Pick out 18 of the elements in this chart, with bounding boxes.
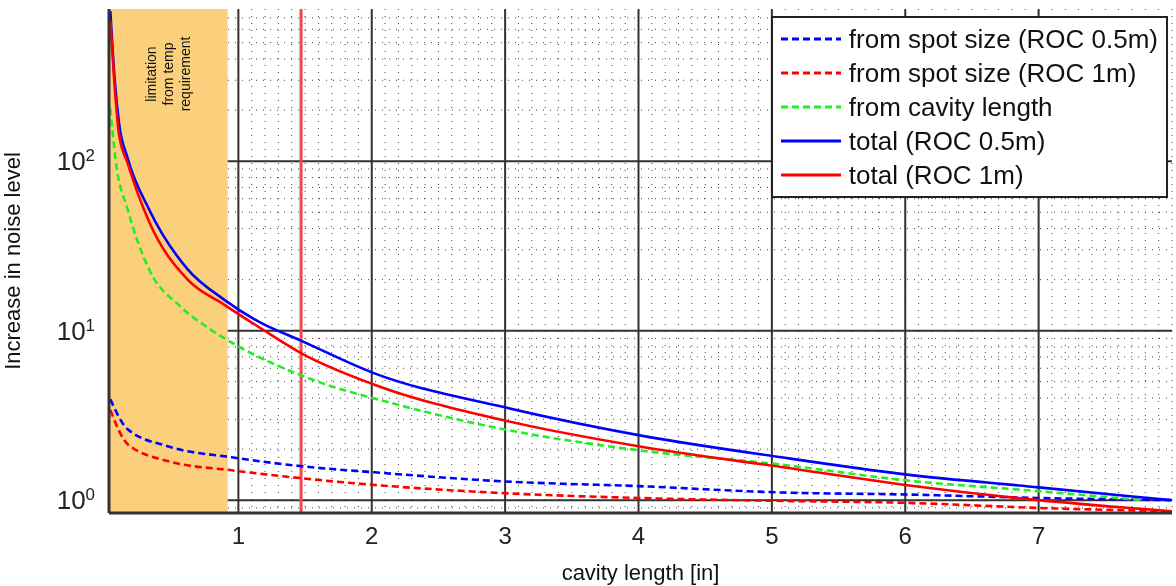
x-tick-label: 6 bbox=[898, 522, 912, 550]
x-tick-label: 2 bbox=[365, 522, 379, 550]
legend-label: from cavity length bbox=[848, 91, 1053, 124]
x-tick-label: 3 bbox=[498, 522, 512, 550]
x-tick-label: 7 bbox=[1031, 522, 1046, 550]
y-tick-label: 10$^{1}$ bbox=[56, 315, 95, 346]
y-tick-label: 10$^{2}$ bbox=[56, 145, 95, 177]
x-tick-label: 5 bbox=[765, 522, 779, 550]
legend-label: from spot size (ROC 0.5m) bbox=[848, 23, 1158, 56]
x-axis-title: cavity length [in] bbox=[561, 560, 720, 585]
y-tick-label: 10$^{0}$ bbox=[56, 484, 95, 516]
legend-label: from spot size (ROC 1m) bbox=[848, 57, 1137, 90]
legend-label: total (ROC 0.5m) bbox=[848, 125, 1046, 158]
y-axis-title: Increase in noise level bbox=[0, 152, 25, 370]
legend-label: total (ROC 1m) bbox=[848, 159, 1024, 192]
x-tick-label: 4 bbox=[631, 522, 646, 550]
x-tick-label: 1 bbox=[231, 522, 246, 550]
band-label: limitation from temp requirement bbox=[143, 36, 194, 112]
